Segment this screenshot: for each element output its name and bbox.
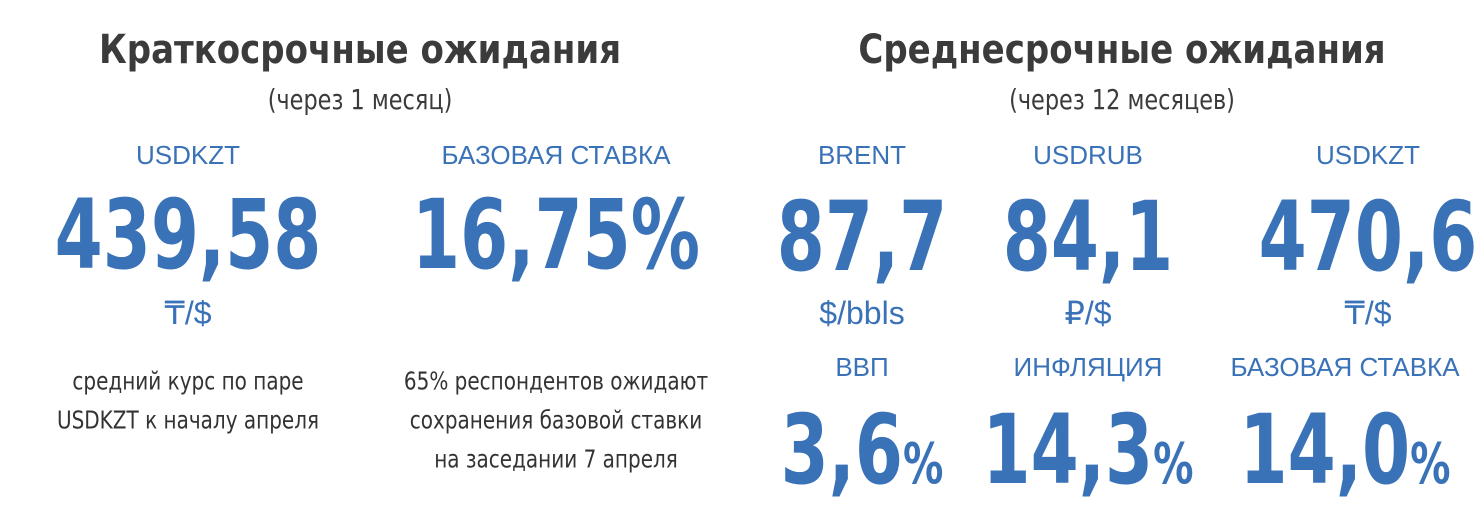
metric-value: 16,75% — [412, 179, 700, 291]
metric-note: сохранения базовой ставки — [409, 405, 703, 435]
metric-value: 87,7 — [777, 189, 948, 285]
section-subtitle: (через 12 месяцев) — [1009, 83, 1235, 116]
metric-label: ИНФЛЯЦИЯ — [1013, 352, 1163, 382]
section-title: Среднесрочные ожидания — [858, 27, 1386, 73]
metric-unit: ₽/$ — [1064, 295, 1112, 331]
value-number: 87,7 — [776, 181, 948, 293]
value-unit: % — [903, 432, 944, 497]
metric-unit: ₸/$ — [164, 295, 212, 331]
metric-label: USDKZT — [136, 140, 240, 170]
metric-label: USDKZT — [1316, 140, 1420, 170]
value-unit: % — [1153, 432, 1194, 497]
metric-note: USDKZT к началу апреля — [56, 405, 320, 435]
value-number: 14,0 — [1239, 394, 1411, 506]
metric-label: BRENT — [817, 140, 907, 170]
value-number: 14,3 — [982, 394, 1154, 506]
metric-value: 470,6 — [1259, 189, 1478, 285]
value-number: 84,1 — [1002, 181, 1174, 293]
metric-label: БАЗОВАЯ СТАВКА — [441, 140, 671, 170]
metric-label: ВВП — [835, 352, 889, 382]
metric-value: 14,3% — [983, 402, 1194, 498]
metric-value: 3,6% — [781, 402, 944, 498]
metric-note: средний курс по паре — [72, 366, 304, 396]
value-number: 3,6 — [780, 394, 904, 506]
metric-note: на заседании 7 апреля — [434, 444, 678, 474]
metric-label: USDRUB — [1033, 140, 1143, 170]
metric-value: 439,58 — [54, 179, 322, 291]
metric-value: 14,0% — [1240, 402, 1451, 498]
value-number: 470,6 — [1258, 181, 1478, 293]
section-title: Краткосрочные ожидания — [98, 27, 622, 73]
value-unit: % — [1410, 432, 1451, 497]
metric-note: 65% респондентов ожидают — [403, 366, 709, 396]
section-subtitle: (через 1 месяц) — [267, 83, 453, 116]
metric-unit: ₸/$ — [1344, 295, 1392, 331]
metric-unit: $/bbls — [819, 295, 905, 331]
metric-label: БАЗОВАЯ СТАВКА — [1230, 352, 1460, 382]
metric-value: 84,1 — [1003, 189, 1174, 285]
